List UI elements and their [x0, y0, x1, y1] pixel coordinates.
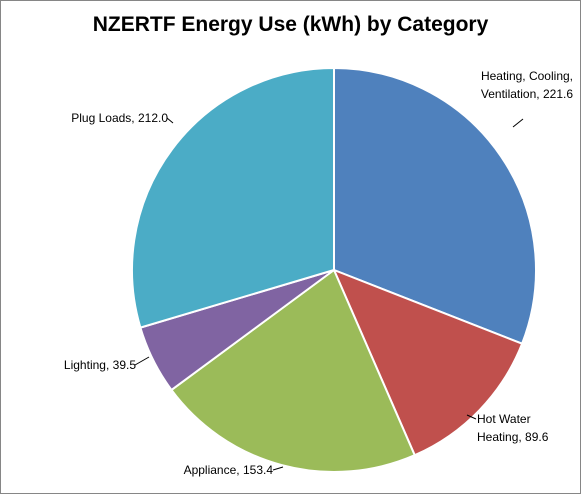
leader-line [272, 466, 284, 471]
data-label: Plug Loads212.0 [41, 109, 168, 127]
leader-line [134, 356, 150, 366]
category-label: Appliance [184, 463, 243, 477]
pie-slice [170, 268, 417, 473]
leader-line [512, 118, 524, 128]
leader-line [466, 414, 477, 420]
value-label: 153.4 [242, 463, 273, 477]
leader-line [166, 117, 174, 124]
pie-slice [332, 268, 524, 457]
value-label: 39.5 [112, 358, 136, 372]
data-label: Lighting39.5 [41, 356, 136, 374]
data-label: Heating, Cooling, Ventilation221.6 [451, 67, 573, 103]
value-label: 212.0 [137, 111, 168, 125]
value-label: 221.6 [542, 87, 573, 101]
category-label: Hot Water Heating [477, 412, 531, 444]
pie-slice [333, 66, 537, 346]
chart-title: NZERTF Energy Use (kWh) by Category [92, 13, 489, 36]
pie-slice [131, 66, 335, 329]
data-label: Appliance153.4 [151, 461, 273, 479]
category-label: Plug Loads [71, 111, 138, 125]
value-label: 89.6 [525, 430, 549, 444]
data-label: Hot Water Heating89.6 [477, 410, 577, 446]
category-label: Lighting [64, 358, 113, 372]
